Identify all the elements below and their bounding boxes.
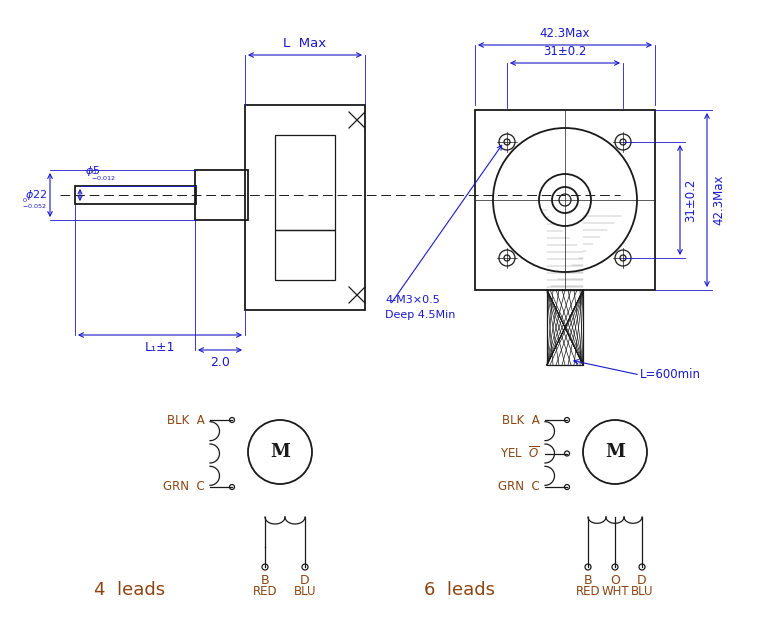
Bar [195, 170, 248, 220]
Text: Deep 4.5Min: Deep 4.5Min [385, 310, 455, 320]
Text: $\phi$5: $\phi$5 [85, 164, 100, 178]
Text: BLU: BLU [293, 585, 316, 598]
Text: $^{0}_{-0.052}$: $^{0}_{-0.052}$ [22, 196, 47, 211]
Text: 6  leads: 6 leads [425, 581, 496, 599]
Text: M: M [605, 443, 625, 461]
Bar [275, 230, 335, 280]
Text: 31±0.2: 31±0.2 [684, 179, 697, 222]
Bar [275, 135, 335, 230]
Text: B: B [584, 574, 592, 587]
Bar [475, 110, 655, 290]
Text: D: D [637, 574, 647, 587]
Text: 42.3Max: 42.3Max [712, 175, 725, 225]
Bar [547, 290, 583, 365]
Text: WHT: WHT [601, 585, 629, 598]
Text: RED: RED [576, 585, 601, 598]
Text: GRN  C: GRN C [498, 480, 540, 494]
Text: L=600min: L=600min [640, 368, 701, 382]
Bar [245, 105, 365, 310]
Text: M: M [270, 443, 290, 461]
Text: GRN  C: GRN C [163, 480, 205, 494]
Text: 31±0.2: 31±0.2 [543, 45, 587, 58]
Text: $\phi$22: $\phi$22 [24, 188, 47, 202]
Text: D: D [300, 574, 310, 587]
Text: 4  leads: 4 leads [95, 581, 166, 599]
Text: RED: RED [253, 585, 277, 598]
Text: BLK  A: BLK A [502, 413, 540, 427]
Text: L  Max: L Max [283, 37, 326, 50]
Text: O: O [610, 574, 620, 587]
Bar [75, 186, 196, 204]
Text: 2.0: 2.0 [210, 356, 230, 369]
Text: BLU: BLU [631, 585, 653, 598]
Text: YEL  $\overline{O}$: YEL $\overline{O}$ [500, 446, 540, 461]
Text: 4-M3×0.5: 4-M3×0.5 [385, 295, 440, 305]
Text: B: B [261, 574, 270, 587]
Text: BLK  A: BLK A [167, 413, 205, 427]
Text: 42.3Max: 42.3Max [539, 27, 591, 40]
Text: L₁±1: L₁±1 [144, 341, 175, 354]
Text: $^{0}_{-0.012}$: $^{0}_{-0.012}$ [91, 168, 116, 183]
